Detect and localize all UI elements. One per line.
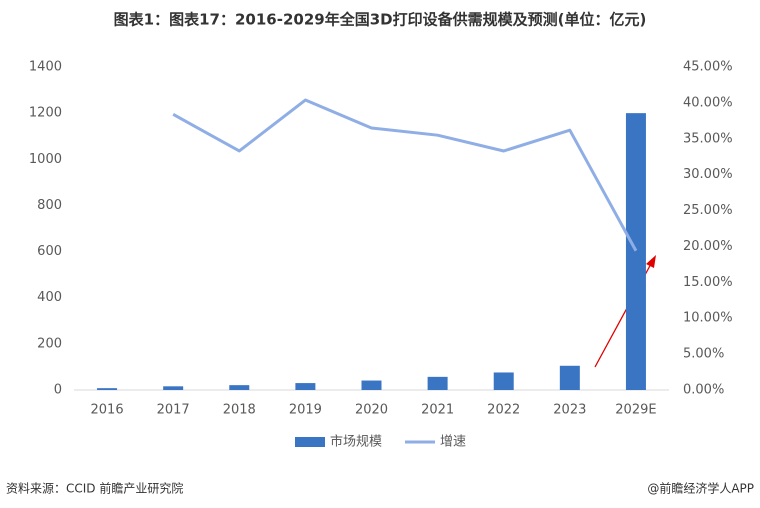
- y2-tick-label: 40.00%: [683, 95, 733, 110]
- y2-tick-label: 25.00%: [683, 203, 733, 218]
- y2-tick-label: 20.00%: [683, 239, 733, 254]
- x-tick-label: 2029E: [615, 403, 656, 418]
- y-tick-label: 800: [37, 198, 62, 213]
- chart-title: 图表1：图表17：2016-2029年全国3D打印设备供需规模及预测(单位：亿元…: [114, 11, 647, 29]
- x-tick-label: 2016: [91, 403, 124, 418]
- bar: [295, 383, 316, 390]
- x-tick-label: 2020: [355, 403, 388, 418]
- bar: [361, 380, 382, 390]
- y-tick-label: 1000: [29, 152, 62, 167]
- x-tick-label: 2018: [223, 403, 256, 418]
- line: [172, 98, 638, 252]
- x-tick-label: 2017: [157, 403, 190, 418]
- y-tick-label: 1400: [29, 60, 62, 75]
- bar: [625, 113, 646, 391]
- source: 资料来源：CCID 前瞻产业研究院: [6, 481, 183, 496]
- y-tick-label: 0: [54, 383, 62, 398]
- bar: [163, 386, 184, 390]
- bar: [559, 365, 580, 390]
- x-tick-label: 2019: [289, 403, 322, 418]
- x-tick-label: 2022: [487, 403, 520, 418]
- y2-tick-label: 35.00%: [683, 131, 733, 146]
- y2-tick-label: 15.00%: [683, 275, 733, 290]
- y-tick-label: 400: [37, 290, 62, 305]
- y2-tick-label: 30.00%: [683, 167, 733, 182]
- y2-tick-label: 45.00%: [683, 60, 733, 75]
- x-tick-label: 2021: [421, 403, 454, 418]
- bar: [427, 376, 448, 390]
- bar: [493, 372, 514, 390]
- bar: [229, 385, 250, 390]
- y2-tick-label: 5.00%: [683, 347, 724, 362]
- legend-label: 市场规模: [330, 434, 382, 450]
- arrow-head: [646, 255, 656, 268]
- y2-tick-label: 0.00%: [683, 383, 724, 398]
- legend-swatch: [295, 437, 325, 447]
- y2-tick-label: 10.00%: [683, 311, 733, 326]
- y-tick-label: 600: [37, 244, 62, 259]
- legend-label: 增速: [440, 435, 466, 450]
- credit: @前瞻经济学人APP: [647, 481, 754, 496]
- x-tick-label: 2023: [553, 403, 586, 418]
- y-tick-label: 1200: [29, 106, 62, 121]
- y-tick-label: 200: [37, 336, 62, 351]
- bar: [97, 388, 118, 390]
